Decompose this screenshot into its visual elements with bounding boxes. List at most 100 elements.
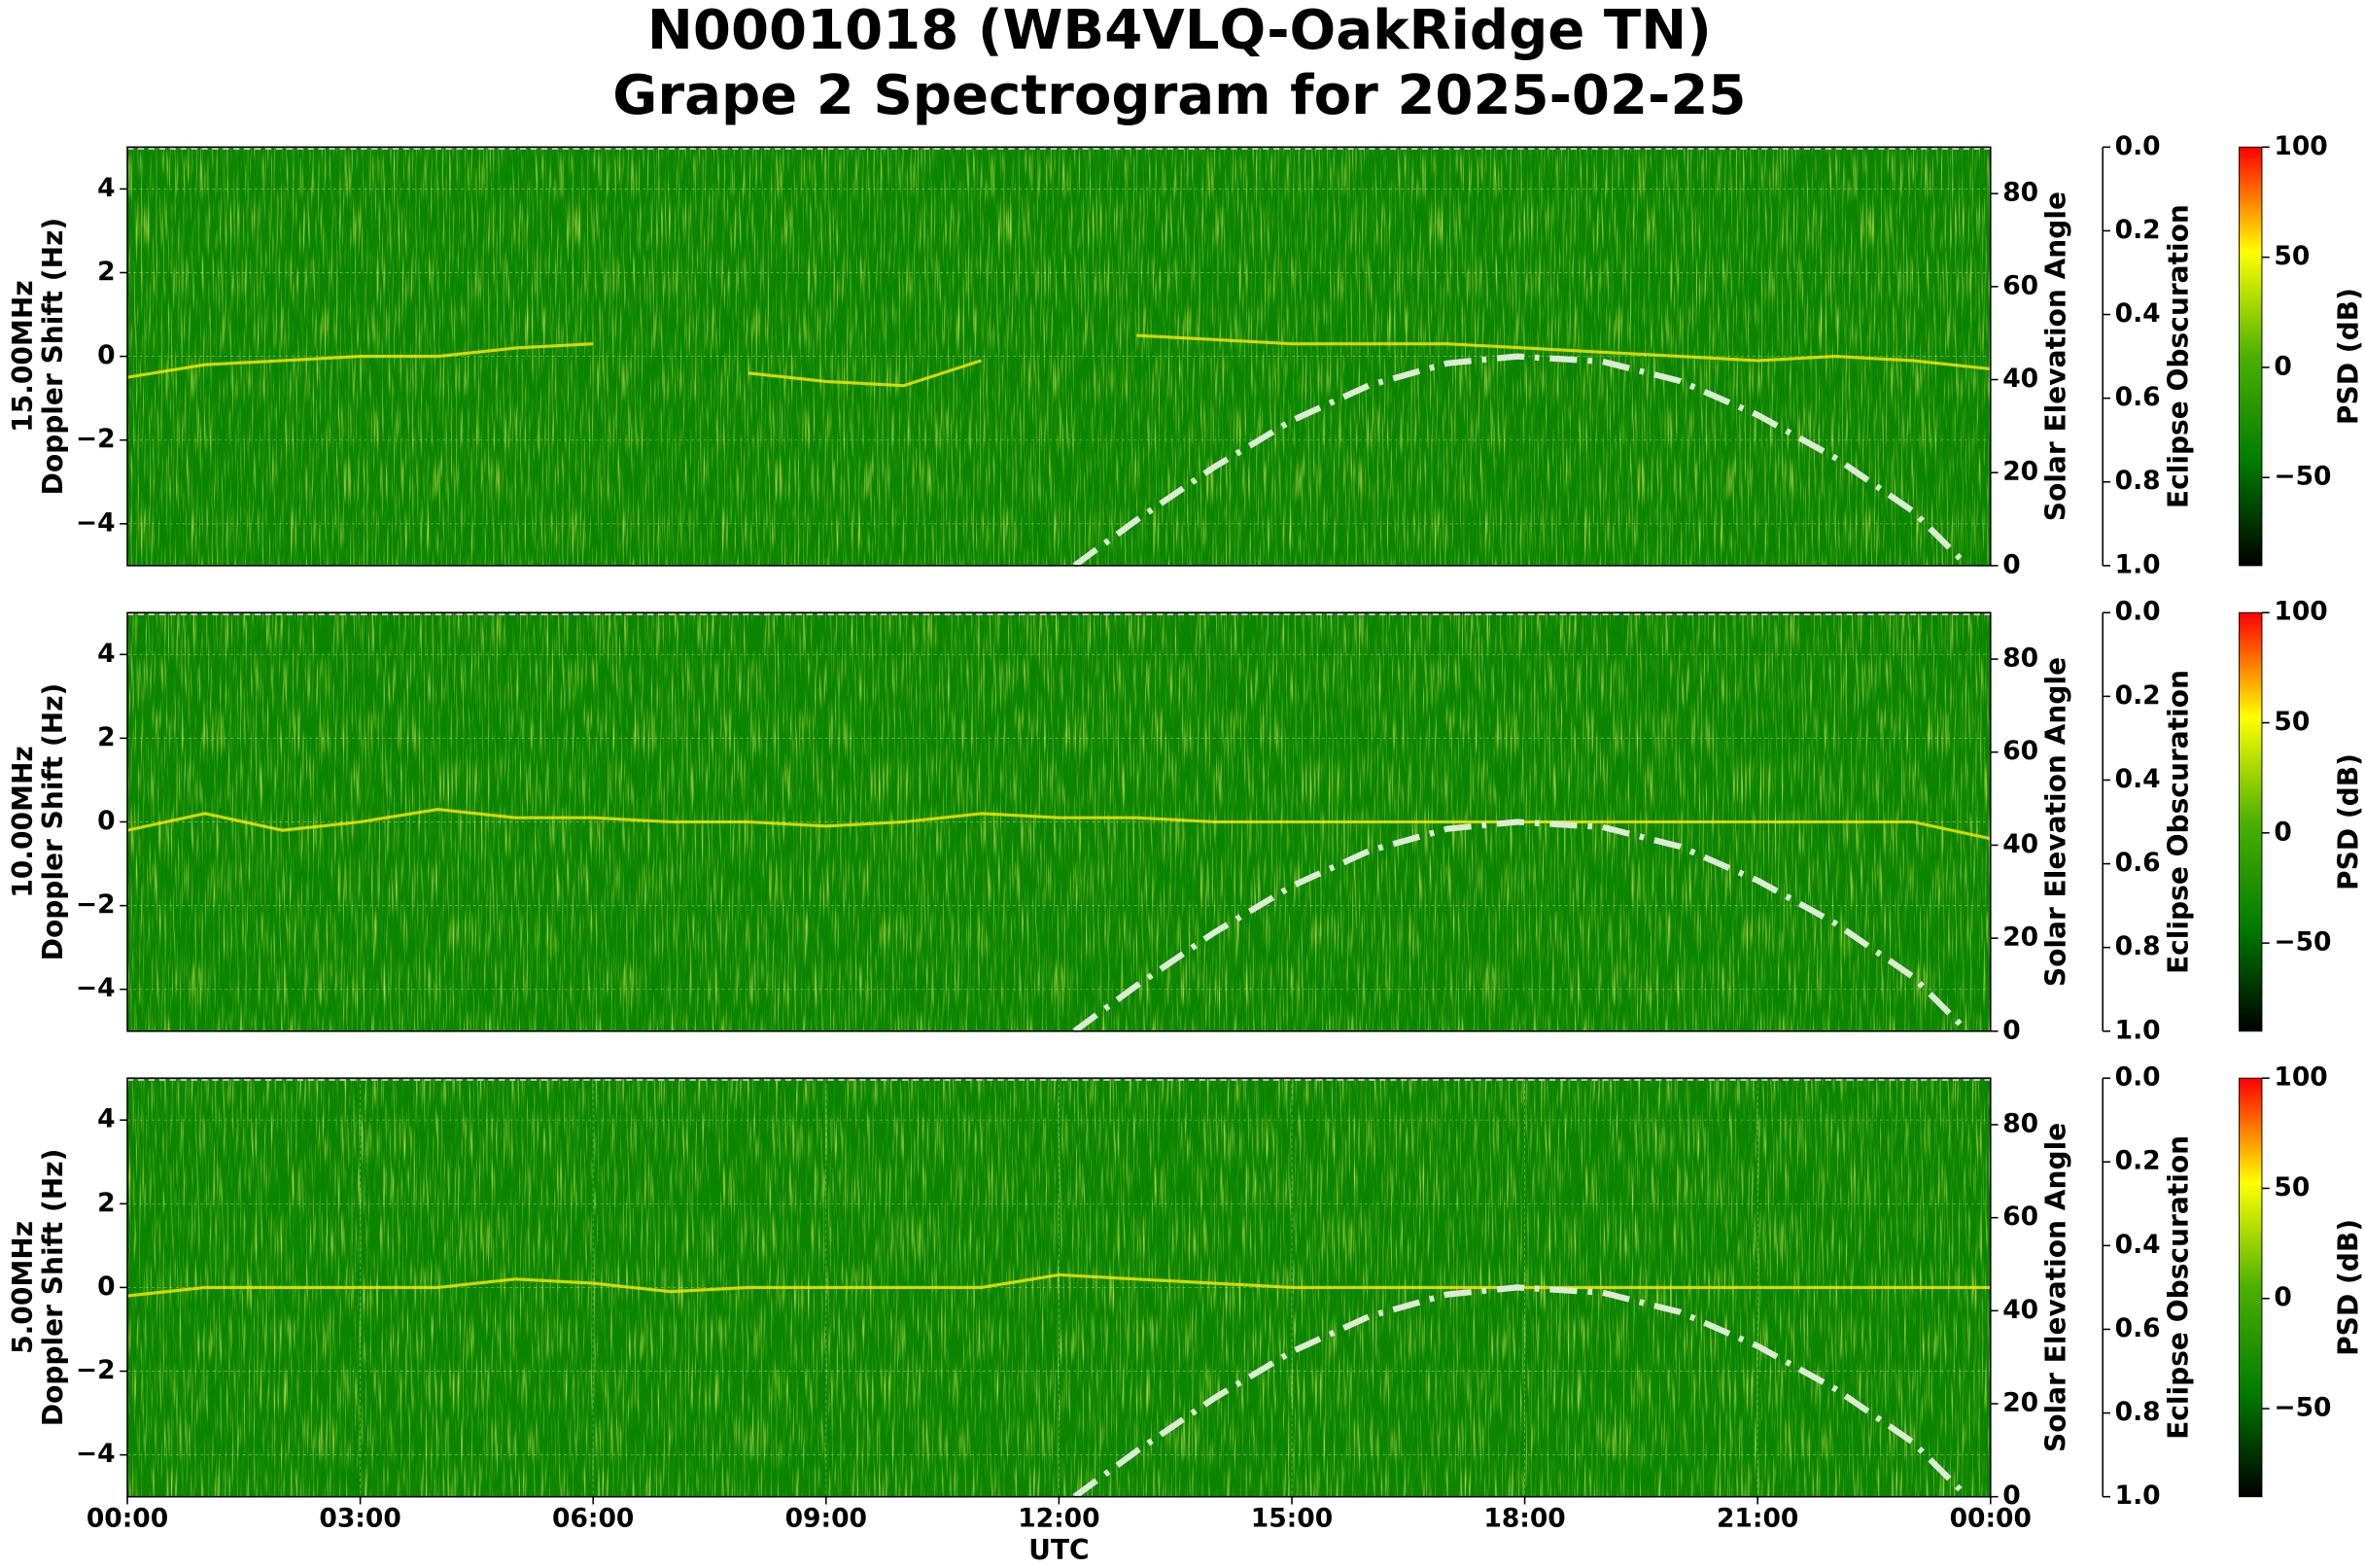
x-tick-label: 18:00 <box>1483 1504 1565 1534</box>
doppler-trace <box>748 359 983 388</box>
colorbar-tick-label: 100 <box>2274 1063 2327 1093</box>
y-axis-label: Doppler Shift (Hz) <box>37 218 69 496</box>
colorbar-tick-label: 50 <box>2274 1172 2310 1202</box>
x-tick-label: 15:00 <box>1251 1504 1333 1534</box>
colorbar-tick-label: 0 <box>2274 1282 2291 1312</box>
solar-elevation <box>1072 353 1970 569</box>
y-tick-label: −2 <box>76 889 116 920</box>
x-tick-label: 09:00 <box>785 1504 867 1534</box>
colorbar-tick-label: −50 <box>2274 927 2331 958</box>
y-tick-label: 4 <box>97 1104 115 1134</box>
x-tick-label: 00:00 <box>87 1504 168 1534</box>
y3-tick-label: 0.4 <box>2115 298 2161 329</box>
plot-frame <box>126 611 1992 1032</box>
y2-tick-label: 20 <box>2002 457 2038 487</box>
y-tick-label: −4 <box>76 1439 116 1469</box>
y3-tick-label: 0.2 <box>2115 1146 2161 1176</box>
y-tick-label: −2 <box>76 424 116 454</box>
y2-tick-label: 60 <box>2002 736 2038 766</box>
y3-tick-label: 0.4 <box>2115 1230 2161 1260</box>
colorbar <box>2239 146 2263 567</box>
x-tick-label: 06:00 <box>552 1504 634 1534</box>
y2-tick-label: 40 <box>2002 364 2038 394</box>
y3-tick-label: 0.2 <box>2115 680 2161 711</box>
x-tick-label: 03:00 <box>319 1504 400 1534</box>
title-line: Grape 2 Spectrogram for 2025-02-25 <box>612 64 1746 127</box>
colorbar-label: PSD (dB) <box>2332 1219 2364 1356</box>
y3-tick-label: 1.0 <box>2115 1481 2161 1511</box>
solar-elevation <box>1072 819 1970 1034</box>
colorbar-tick-label: −50 <box>2274 1393 2331 1423</box>
colorbar-tick-label: 0 <box>2274 817 2291 847</box>
title-line: N0001018 (WB4VLQ-OakRidge TN) <box>647 0 1712 62</box>
y3-tick-label: 0.8 <box>2115 466 2161 496</box>
x-tick-label: 00:00 <box>1950 1504 2032 1534</box>
y3-axis-label: Eclipse Obscuration <box>2163 1135 2195 1440</box>
y2-tick-label: 0 <box>2002 1015 2020 1045</box>
colorbar <box>2239 1077 2263 1498</box>
y3-tick-label: 0.0 <box>2115 1063 2161 1093</box>
y2-tick-label: 80 <box>2002 178 2038 208</box>
y3-tick-label: 0.2 <box>2115 215 2161 245</box>
x-tick-label: 21:00 <box>1717 1504 1798 1534</box>
colorbar-tick-label: 100 <box>2274 131 2327 161</box>
colorbar-label: PSD (dB) <box>2332 288 2364 425</box>
y3-tick-label: 0.0 <box>2115 131 2161 161</box>
y-tick-label: 0 <box>97 806 115 836</box>
x-tick-label: 12:00 <box>1018 1504 1099 1534</box>
y2-tick-label: 0 <box>2002 549 2020 579</box>
y2-tick-label: 40 <box>2002 1295 2038 1325</box>
y2-tick-label: 20 <box>2002 1388 2038 1418</box>
y-tick-label: 4 <box>97 639 115 669</box>
colorbar-tick-label: 50 <box>2274 241 2310 271</box>
solar-elevation <box>1072 1284 1970 1500</box>
y2-axis-label: Solar Elevation Angle <box>2039 192 2071 521</box>
plot-frame <box>126 146 1992 567</box>
y2-tick-label: 80 <box>2002 644 2038 674</box>
y-tick-label: −2 <box>76 1355 116 1385</box>
y2-tick-label: 0 <box>2002 1481 2020 1511</box>
y2-tick-label: 60 <box>2002 270 2038 300</box>
y-tick-label: 2 <box>97 257 115 287</box>
colorbar-tick-label: 0 <box>2274 351 2291 381</box>
y3-tick-label: 0.4 <box>2115 764 2161 794</box>
y-tick-label: 0 <box>97 340 115 370</box>
doppler-trace <box>126 342 594 379</box>
y-tick-label: 2 <box>97 1188 115 1218</box>
y3-tick-label: 1.0 <box>2115 1015 2161 1045</box>
y-tick-label: −4 <box>76 507 116 538</box>
y3-tick-label: 1.0 <box>2115 549 2161 579</box>
colorbar-label: PSD (dB) <box>2332 753 2364 890</box>
colorbar-tick-label: 50 <box>2274 707 2310 737</box>
y3-tick-label: 0.0 <box>2115 597 2161 627</box>
y-axis-label: 5.00MHz <box>7 1221 39 1354</box>
y2-axis-label: Solar Elevation Angle <box>2039 1123 2071 1452</box>
y3-tick-label: 0.6 <box>2115 1313 2161 1343</box>
y3-tick-label: 0.6 <box>2115 848 2161 878</box>
y3-tick-label: 0.8 <box>2115 1397 2161 1427</box>
y2-axis-label: Solar Elevation Angle <box>2039 657 2071 987</box>
y-axis-label: 10.00MHz <box>7 746 39 898</box>
y-tick-label: 2 <box>97 722 115 752</box>
y2-tick-label: 40 <box>2002 829 2038 859</box>
y2-tick-label: 20 <box>2002 923 2038 953</box>
y-tick-label: 4 <box>97 173 115 203</box>
y-tick-label: −4 <box>76 973 116 1003</box>
y-tick-label: 0 <box>97 1272 115 1302</box>
y-axis-label: 15.00MHz <box>7 280 39 433</box>
doppler-trace <box>126 1272 1991 1298</box>
y3-axis-label: Eclipse Obscuration <box>2163 204 2195 508</box>
doppler-trace <box>1136 333 1991 371</box>
y2-tick-label: 60 <box>2002 1202 2038 1232</box>
x-axis-label: UTC <box>1028 1534 1090 1566</box>
colorbar-tick-label: 100 <box>2274 597 2327 627</box>
y3-axis-label: Eclipse Obscuration <box>2163 670 2195 974</box>
colorbar <box>2239 611 2263 1032</box>
y3-tick-label: 0.6 <box>2115 382 2161 412</box>
y2-tick-label: 80 <box>2002 1108 2038 1138</box>
y3-tick-label: 0.8 <box>2115 931 2161 961</box>
colorbar-tick-label: −50 <box>2274 462 2331 492</box>
plot-frame <box>126 1077 1992 1498</box>
